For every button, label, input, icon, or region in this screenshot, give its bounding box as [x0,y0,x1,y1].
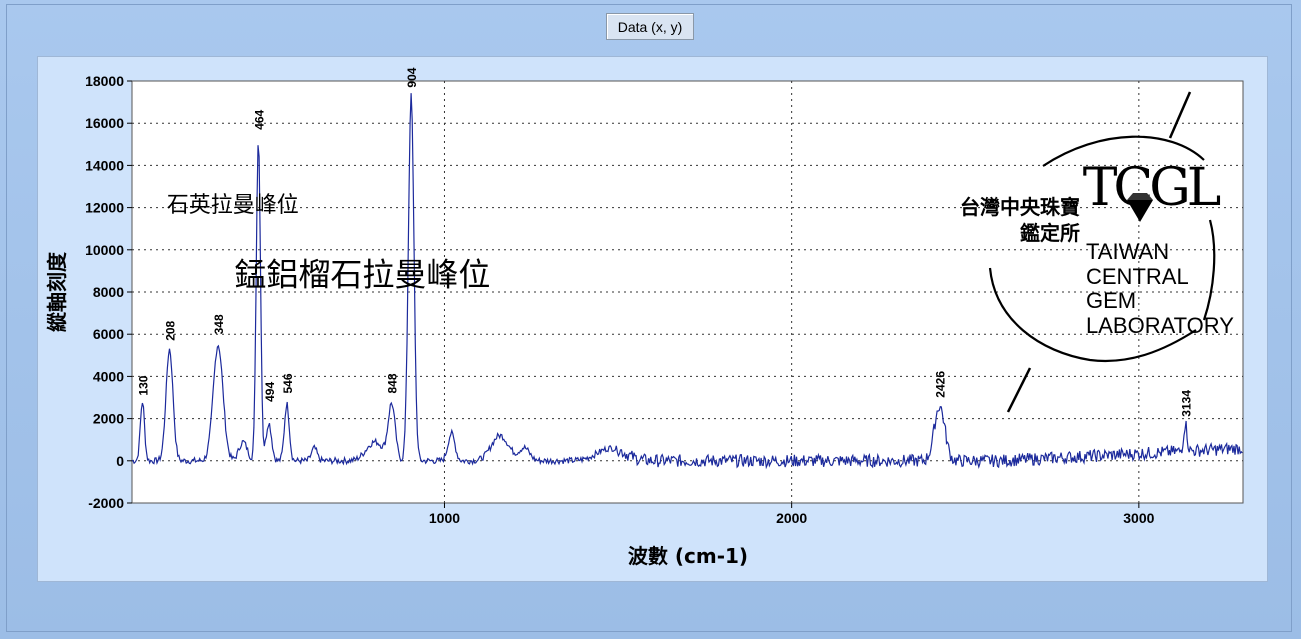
y-tick-label: -2000 [88,495,124,511]
peak-label: 3134 [1179,390,1193,417]
logo-chinese-line: 台灣中央珠寶 [960,195,1080,219]
peak-label: 464 [252,109,266,129]
seal-arc [1202,219,1216,321]
peak-label: 208 [164,320,178,340]
spectrum-line [131,93,1243,470]
diamond-icon [1127,200,1153,222]
seal-stroke [1006,367,1032,413]
x-tick-label: 2000 [776,510,807,526]
data-xy-button[interactable]: Data (x, y) [606,13,694,40]
logo-name-line: CENTRAL [1086,264,1189,289]
y-tick-label: 18000 [85,73,124,89]
y-tick-label: 10000 [85,242,124,258]
tcgl-watermark-logo: TCGL TAIWAN CENTRAL GEM LABORATORY 台灣中央珠… [960,91,1234,413]
x-axis-label: 波數 (cm-1) [628,544,748,568]
logo-chinese-line: 鑑定所 [1020,221,1080,245]
peak-labels: 130 208 348 464 494 546 848 904 2426 3134 [136,67,1193,416]
y-tick-label: 12000 [85,200,124,216]
logo-name-line: TAIWAN [1086,239,1169,264]
brand-letters: TCGL [1083,158,1221,218]
x-tick-label: 3000 [1123,510,1154,526]
logo-name-line: GEM [1086,288,1136,313]
x-tick-label: 1000 [429,510,460,526]
chart-annotation: 石英拉曼峰位 [167,193,299,218]
peak-label: 348 [212,314,226,334]
seal-stroke [1168,91,1192,139]
y-tick-label: 2000 [93,411,124,427]
logo-name-line: LABORATORY [1086,313,1234,338]
chart-annotation: 錳鋁榴石拉曼峰位 [234,256,490,294]
x-tick-labels: 1000 2000 3000 [429,503,1155,526]
peak-label: 546 [281,373,295,393]
y-tick-label: 16000 [85,115,124,131]
seal-arc [1042,135,1205,167]
peak-label: 494 [263,382,277,402]
y-axis-label: 縱軸刻度 [45,251,69,332]
diamond-icon [1127,193,1153,200]
window-frame [6,4,1292,632]
peak-label: 904 [405,67,419,87]
y-tick-label: 0 [116,453,124,469]
peak-label: 848 [386,373,400,393]
y-tick-label: 4000 [93,368,124,384]
y-tick-label: 8000 [93,284,124,300]
grid-lines [132,81,1243,503]
y-tick-label: 14000 [85,157,124,173]
peak-label: 130 [136,375,150,395]
seal-arc [988,267,1197,362]
peak-label: 2426 [934,371,948,398]
y-tick-label: 6000 [93,326,124,342]
y-tick-labels: 18000 16000 14000 12000 10000 8000 6000 4000 200… [85,73,132,511]
